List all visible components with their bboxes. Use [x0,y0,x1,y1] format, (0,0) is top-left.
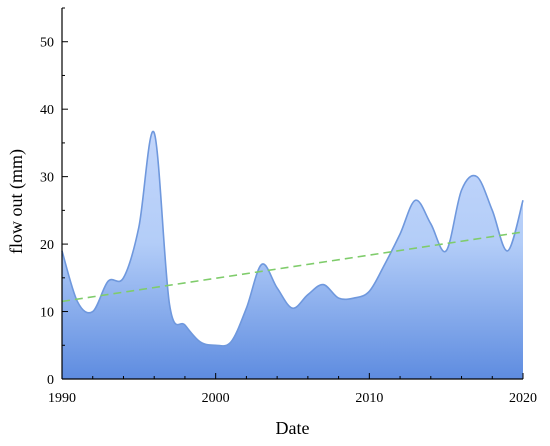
y-tick-label: 50 [40,36,54,51]
x-ticks: 1990 2000 2010 2020 [48,373,537,406]
y-tick-label: 30 [40,171,54,186]
x-axis-title: Date [276,418,310,438]
x-tick-label: 2010 [355,391,383,406]
y-ticks: 0 10 20 30 40 50 [40,7,68,388]
y-tick-label: 20 [40,238,54,253]
x-tick-label: 1990 [48,391,76,406]
y-axis-title: flow out (mm) [6,149,27,254]
flow-area [62,131,523,379]
flow-series-line [61,130,524,347]
y-tick-label: 10 [40,306,54,321]
x-tick-label: 2020 [509,391,537,406]
y-tick-label: 0 [47,373,54,388]
y-tick-label: 40 [40,103,54,118]
x-tick-label: 2000 [202,391,230,406]
